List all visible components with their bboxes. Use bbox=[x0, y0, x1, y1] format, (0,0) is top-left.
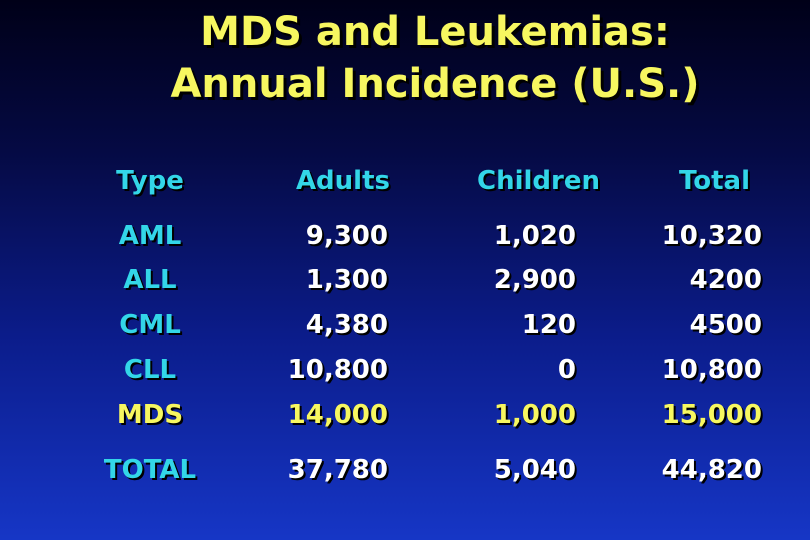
slide-title-line2: Annual Incidence (U.S.) bbox=[170, 61, 700, 107]
row-adults-cml: 4,380 bbox=[305, 310, 388, 340]
row-type-mds: MDS bbox=[116, 400, 184, 430]
row-total-cml: 4500 bbox=[689, 310, 762, 340]
row-total-mds: 15,000 bbox=[661, 400, 762, 430]
row-total-aml: 10,320 bbox=[661, 221, 762, 251]
header-type: Type bbox=[116, 166, 184, 196]
row-adults-total: 37,780 bbox=[287, 455, 388, 485]
row-type-cll: CLL bbox=[123, 355, 177, 385]
row-children-total: 5,040 bbox=[493, 455, 576, 485]
row-children-mds: 1,000 bbox=[493, 400, 576, 430]
header-children: Children bbox=[477, 166, 600, 196]
row-children-all: 2,900 bbox=[493, 265, 576, 295]
row-adults-all: 1,300 bbox=[305, 265, 388, 295]
header-total: Total bbox=[678, 166, 750, 196]
row-adults-cll: 10,800 bbox=[287, 355, 388, 385]
header-adults: Adults bbox=[295, 166, 390, 196]
row-type-all: ALL bbox=[123, 265, 177, 295]
row-total-all: 4200 bbox=[689, 265, 762, 295]
row-children-cml: 120 bbox=[521, 310, 576, 340]
row-total-cll: 10,800 bbox=[661, 355, 762, 385]
row-type-cml: CML bbox=[119, 310, 181, 340]
row-children-aml: 1,020 bbox=[493, 221, 576, 251]
row-total-total: 44,820 bbox=[661, 455, 762, 485]
row-children-cll: 0 bbox=[557, 355, 576, 385]
row-type-aml: AML bbox=[118, 221, 182, 251]
row-type-total: TOTAL bbox=[103, 455, 197, 485]
row-adults-aml: 9,300 bbox=[305, 221, 388, 251]
row-adults-mds: 14,000 bbox=[287, 400, 388, 430]
slide-title-line1: MDS and Leukemias: bbox=[200, 9, 670, 55]
